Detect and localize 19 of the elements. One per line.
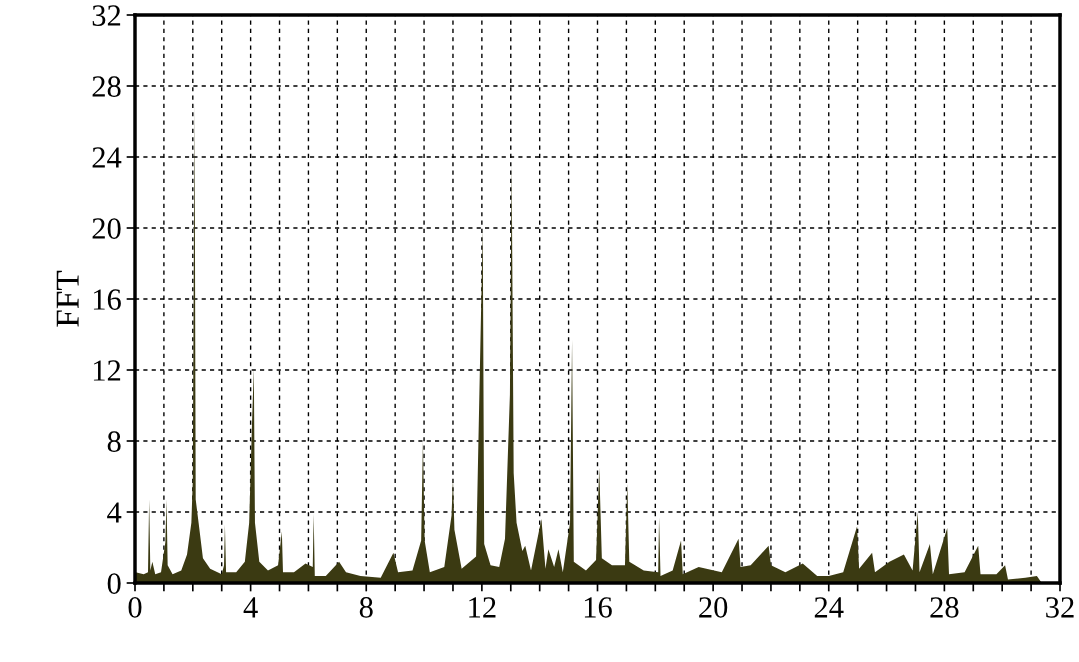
y-tick-label: 20 bbox=[92, 218, 121, 239]
x-tick-label: 12 bbox=[469, 597, 496, 618]
x-tick-label: 32 bbox=[1046, 597, 1074, 618]
x-tick-label: 0 bbox=[128, 597, 142, 618]
y-tick-label: 32 bbox=[92, 5, 121, 26]
x-tick-label: 16 bbox=[584, 597, 612, 618]
y-tick-label: 4 bbox=[107, 502, 122, 523]
y-tick-label: 16 bbox=[93, 289, 121, 310]
y-tick-label: 8 bbox=[107, 431, 121, 452]
x-tick-label: 8 bbox=[359, 597, 373, 618]
y-axis-title: FFT bbox=[56, 270, 79, 327]
y-tick-label: 28 bbox=[92, 76, 121, 97]
y-tick-label: 12 bbox=[93, 360, 121, 381]
y-tick-label: 0 bbox=[107, 573, 121, 594]
x-tick-label: 20 bbox=[699, 597, 728, 618]
x-tick-label: 28 bbox=[930, 597, 959, 618]
x-tick-label: 4 bbox=[243, 597, 258, 618]
x-tick-label: 24 bbox=[814, 597, 844, 618]
y-tick-label: 24 bbox=[92, 147, 122, 168]
